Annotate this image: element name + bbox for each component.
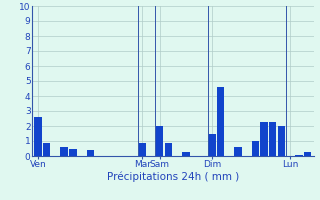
Bar <box>182 152 189 156</box>
Bar <box>278 126 285 156</box>
Bar <box>156 126 164 156</box>
Bar <box>139 142 146 156</box>
Bar <box>234 147 242 156</box>
Bar <box>60 147 68 156</box>
Bar <box>34 117 42 156</box>
Bar <box>43 142 51 156</box>
Bar <box>252 141 259 156</box>
Bar <box>69 148 76 156</box>
Bar <box>165 142 172 156</box>
Bar <box>304 152 311 156</box>
Bar <box>269 121 276 156</box>
Bar <box>295 154 302 156</box>
Bar <box>217 87 224 156</box>
Bar <box>260 121 268 156</box>
X-axis label: Précipitations 24h ( mm ): Précipitations 24h ( mm ) <box>107 172 239 182</box>
Bar <box>86 150 94 156</box>
Bar <box>208 134 216 156</box>
